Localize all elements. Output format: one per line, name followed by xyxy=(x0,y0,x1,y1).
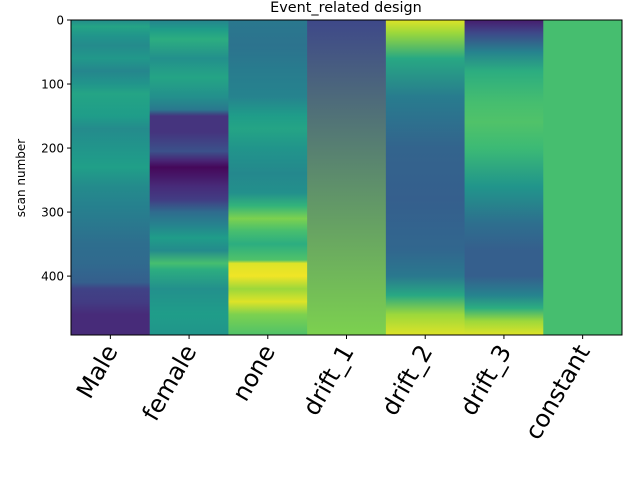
y-tick-label: 0 xyxy=(56,14,64,28)
x-tick-label-drift-1: drift_1 xyxy=(297,340,359,420)
heatmap-column-drift-2 xyxy=(385,20,466,335)
x-tick-label-male: Male xyxy=(71,340,124,403)
heatmap-column-constant xyxy=(543,20,623,335)
chart-title: Event_related design xyxy=(270,0,422,16)
heatmap-column-drift-1 xyxy=(307,20,387,335)
heatmap-column-female xyxy=(149,20,229,335)
y-tick-label: 400 xyxy=(41,270,64,284)
x-tick-label-drift-2: drift_2 xyxy=(376,340,438,420)
x-tick-label-none: none xyxy=(227,340,281,406)
heatmap-columns xyxy=(71,20,623,335)
x-tick-label-drift-3: drift_3 xyxy=(455,340,517,420)
x-axis: Male female none drift_1 drift_2 drift_3 const… xyxy=(71,335,596,444)
x-tick-label-constant: constant xyxy=(519,340,595,444)
y-tick-label: 300 xyxy=(41,206,64,220)
y-tick-label: 200 xyxy=(41,142,64,156)
y-axis-label: scan number xyxy=(14,139,28,218)
y-axis: 0 100 200 300 400 xyxy=(41,14,71,284)
heatmap-column-drift-3 xyxy=(464,20,544,335)
heatmap-column-none xyxy=(228,20,308,335)
y-tick-label: 100 xyxy=(41,78,64,92)
x-tick-label-female: female xyxy=(137,340,203,426)
heatmap-column-male xyxy=(71,20,151,335)
